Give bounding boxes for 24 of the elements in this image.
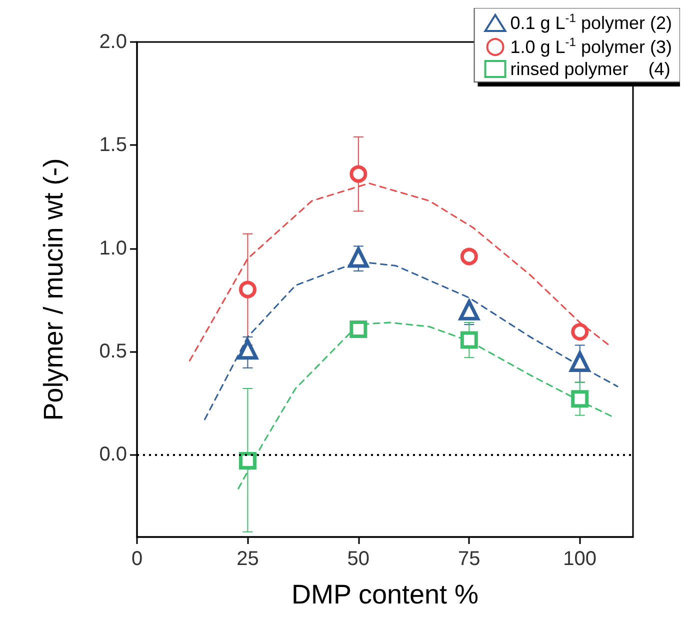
x-tick-label: 25 <box>236 548 259 570</box>
point <box>350 320 368 338</box>
legend-label: rinsed polymer (4) <box>510 59 670 79</box>
x-tick-label: 50 <box>347 548 370 570</box>
point <box>460 248 478 266</box>
x-axis-title: DMP content % <box>291 580 479 610</box>
y-tick-label: 0.5 <box>99 340 127 362</box>
y-tick-label: 1.5 <box>99 134 127 156</box>
point <box>350 165 368 183</box>
point <box>348 247 369 268</box>
point <box>460 331 478 349</box>
x-tick-label: 100 <box>563 548 597 570</box>
x-tick-label: 75 <box>458 548 480 570</box>
y-tick-label: 0.0 <box>99 444 127 466</box>
y-tick-label: 2.0 <box>99 31 127 53</box>
y-axis-title: Polymer / mucin wt (-) <box>38 158 68 421</box>
point <box>458 300 480 320</box>
point <box>570 351 590 372</box>
x-tick-label: 0 <box>131 548 143 570</box>
point <box>571 390 589 408</box>
y-tick-label: 1.0 <box>99 237 127 260</box>
point <box>571 323 589 341</box>
point <box>238 280 256 298</box>
point <box>238 452 256 470</box>
